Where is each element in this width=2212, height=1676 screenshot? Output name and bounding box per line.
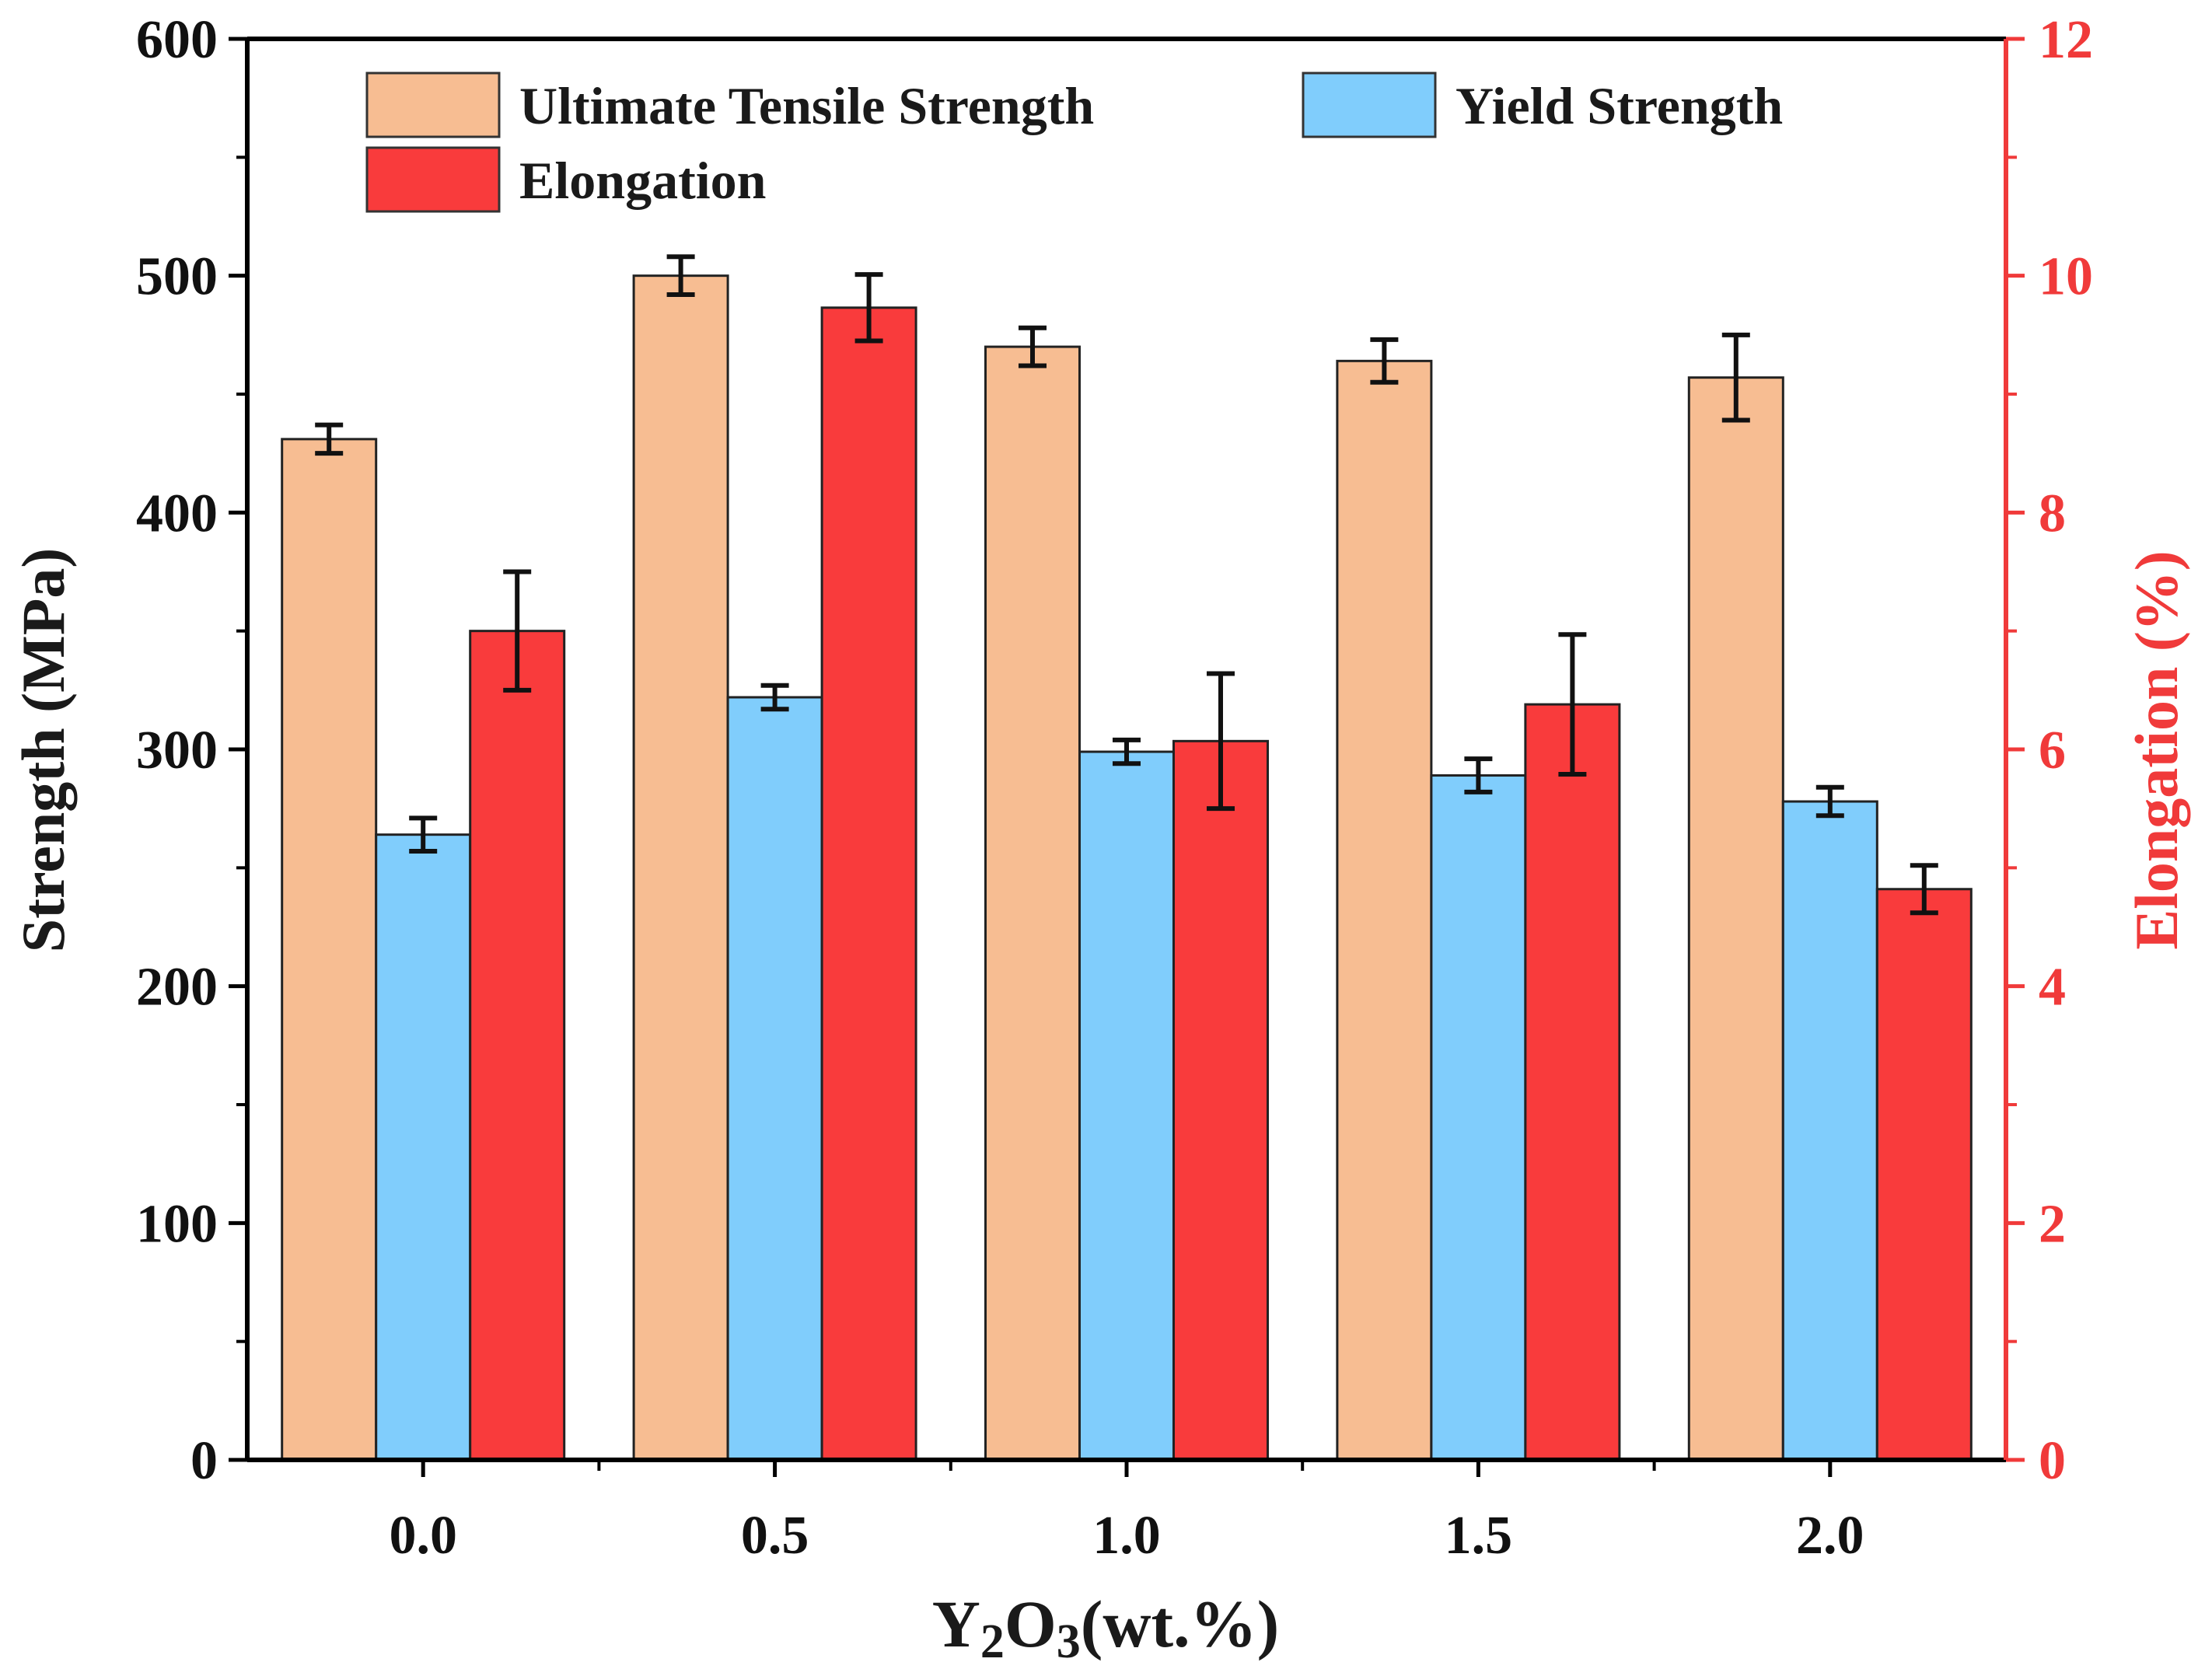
x-tick-label-1.5: 1.5: [1445, 1506, 1513, 1566]
y-tick-label-500: 500: [136, 247, 218, 307]
error-bar-ultimate-tensile-strength-0.5: [666, 254, 695, 298]
bar-ultimate-tensile-strength-0.5: [632, 274, 729, 1461]
legend-swatch-yield-strength: [1302, 72, 1437, 138]
y2-axis-title: Elongation (%): [2123, 550, 2190, 950]
bar-yield-strength-1.0: [1078, 750, 1175, 1461]
tick-labels-layer: 0 100 200 300 400 500 600 0 2 4 6 8 10 12 0.0 0.5 1.0 1.5…: [136, 10, 2093, 1566]
error-bar-elongation-0.5: [854, 272, 883, 344]
bar-yield-strength-2.0: [1781, 800, 1878, 1461]
y2-tick-label-10: 10: [2039, 247, 2093, 307]
legend: Ultimate Tensile Strength Yield Strength…: [365, 72, 1783, 213]
x-axis-title-y: Y: [932, 1587, 980, 1661]
bar-ultimate-tensile-strength-1.5: [1336, 359, 1433, 1461]
x-axis-title-tail: (wt.%): [1081, 1587, 1280, 1661]
y2-tick-label-2: 2: [2039, 1194, 2066, 1254]
bars-layer: [281, 274, 1973, 1461]
bar-yield-strength-0.5: [726, 696, 823, 1461]
y2-tick-label-0: 0: [2039, 1431, 2066, 1491]
ticks-layer: [229, 37, 2025, 1477]
error-bar-yield-strength-1.5: [1464, 756, 1493, 794]
error-bar-elongation-2.0: [1910, 863, 1938, 916]
bar-ultimate-tensile-strength-2.0: [1687, 376, 1784, 1461]
error-bar-yield-strength-1.0: [1113, 737, 1141, 766]
error-bar-elongation-1.0: [1207, 671, 1235, 812]
x-tick-label-0.5: 0.5: [741, 1506, 809, 1566]
x-axis-title: Y2O3(wt.%): [932, 1587, 1280, 1668]
y-tick-label-200: 200: [136, 958, 218, 1018]
y-tick-label-100: 100: [136, 1194, 218, 1254]
legend-swatch-ultimate-tensile-strength: [365, 72, 501, 138]
y-axis-title: Strength (MPa): [9, 548, 77, 953]
error-bar-ultimate-tensile-strength-1.0: [1019, 325, 1047, 368]
x-tick-label-2.0: 2.0: [1796, 1506, 1864, 1566]
bar-elongation-1.0: [1172, 739, 1269, 1461]
error-bar-ultimate-tensile-strength-0.0: [315, 422, 344, 456]
bar-yield-strength-0.0: [375, 833, 472, 1461]
error-bar-elongation-0.0: [503, 569, 532, 693]
y-tick-label-300: 300: [136, 721, 218, 780]
y-tick-label-400: 400: [136, 484, 218, 543]
error-bar-yield-strength-0.5: [760, 683, 789, 712]
x-axis-title-sub1: 2: [980, 1615, 1005, 1668]
y2-tick-label-6: 6: [2039, 721, 2066, 780]
x-axis-title-o: O: [1005, 1587, 1057, 1661]
bar-elongation-0.5: [820, 306, 917, 1461]
error-bar-yield-strength-2.0: [1815, 784, 1844, 819]
error-bar-elongation-1.5: [1558, 632, 1587, 777]
bar-elongation-1.5: [1524, 703, 1621, 1461]
error-bar-yield-strength-0.0: [409, 815, 438, 854]
y2-tick-label-12: 12: [2039, 10, 2093, 70]
legend-swatch-elongation: [365, 146, 501, 213]
y2-tick-label-8: 8: [2039, 484, 2066, 543]
y-tick-label-600: 600: [136, 10, 218, 70]
error-bar-ultimate-tensile-strength-1.5: [1370, 337, 1399, 385]
error-bars-layer: [315, 254, 1938, 916]
bar-ultimate-tensile-strength-0.0: [281, 438, 378, 1461]
x-axis-title-sub2: 3: [1057, 1615, 1081, 1668]
y-tick-label-0: 0: [190, 1431, 218, 1491]
x-tick-label-1.0: 1.0: [1092, 1506, 1161, 1566]
bar-elongation-2.0: [1875, 888, 1973, 1461]
bar-yield-strength-1.5: [1430, 774, 1527, 1461]
error-bar-ultimate-tensile-strength-2.0: [1721, 332, 1750, 423]
bar-ultimate-tensile-strength-1.0: [984, 345, 1081, 1461]
y2-tick-label-4: 4: [2039, 958, 2066, 1018]
legend-label-ultimate-tensile-strength: Ultimate Tensile Strength: [519, 76, 1094, 135]
legend-label-yield-strength: Yield Strength: [1455, 76, 1783, 135]
legend-label-elongation: Elongation: [519, 151, 766, 210]
bar-elongation-0.0: [469, 630, 566, 1461]
x-tick-label-0.0: 0.0: [389, 1506, 457, 1566]
